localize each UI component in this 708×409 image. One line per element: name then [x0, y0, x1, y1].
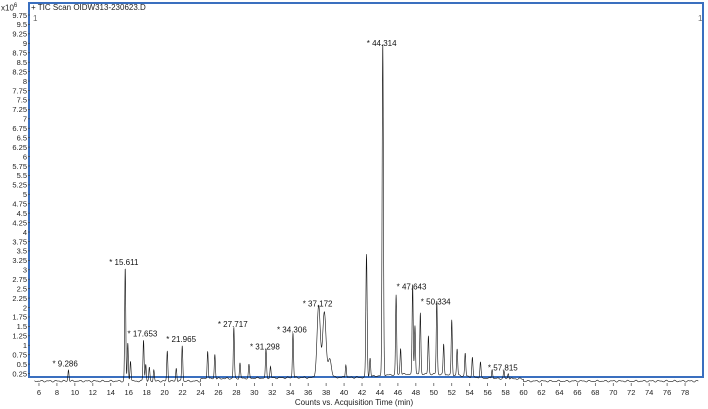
y-tick-label: 5.25 [12, 181, 27, 190]
y-tick-label: 6.25 [12, 143, 27, 152]
x-tick-label: 8 [55, 388, 59, 397]
x-tick-label: 14 [107, 388, 115, 397]
y-tick-label: 0.75 [12, 350, 27, 359]
y-tick-label: 2.25 [12, 294, 27, 303]
y-tick-label: 9.25 [12, 30, 27, 39]
x-tick-label: 48 [412, 388, 420, 397]
peak-label: * 31.298 [250, 343, 280, 352]
y-tick-label: 9 [23, 39, 27, 48]
y-tick-label: 6.75 [12, 124, 27, 133]
y-tick-label: 4.75 [12, 200, 27, 209]
x-tick-label: 70 [609, 388, 617, 397]
chart-title: + TIC Scan OIDW313-230623.D [31, 3, 146, 12]
x-tick-label: 20 [160, 388, 168, 397]
y-tick-label: 8 [23, 77, 27, 86]
y-tick-label: 4.5 [17, 209, 27, 218]
x-tick-label: 22 [178, 388, 186, 397]
peak-label: * 15.611 [109, 258, 139, 267]
y-tick-label: 2.75 [12, 275, 27, 284]
peak-label: * 9.286 [52, 360, 78, 369]
corner-label-left: 1 [33, 14, 38, 23]
peak-label: * 21.965 [166, 335, 196, 344]
peak-label: * 17.653 [128, 329, 158, 338]
y-tick-label: 9.5 [17, 20, 27, 29]
x-tick-label: 58 [501, 388, 509, 397]
y-tick-label: 4 [23, 228, 27, 237]
y-tick-label: 5.75 [12, 162, 27, 171]
y-tick-label: 7 [23, 115, 27, 124]
y-tick-label: 3.75 [12, 237, 27, 246]
y-scale-label: x106 [1, 3, 18, 13]
y-tick-label: 0.25 [12, 369, 27, 378]
x-tick-label: 72 [627, 388, 635, 397]
y-tick-label: 4.25 [12, 218, 27, 227]
x-tick-label: 6 [37, 388, 41, 397]
x-tick-label: 46 [394, 388, 402, 397]
y-tick-label: 1.25 [12, 332, 27, 341]
y-tick-label: 8.75 [12, 49, 27, 58]
y-tick-label: 0.5 [17, 360, 27, 369]
y-tick-label: 8.5 [17, 58, 27, 67]
peak-label: * 47.643 [397, 282, 427, 291]
peak-label: * 34.306 [277, 326, 307, 335]
peak-label: * 27.717 [218, 320, 248, 329]
y-tick-label: 1.5 [17, 322, 27, 331]
x-tick-label: 36 [304, 388, 312, 397]
y-tick-label: 2 [23, 303, 27, 312]
chromatogram-trace [34, 44, 699, 383]
x-tick-label: 42 [358, 388, 366, 397]
y-tick-label: 3 [23, 266, 27, 275]
x-tick-label: 26 [214, 388, 222, 397]
y-tick-label: 6.5 [17, 133, 27, 142]
y-tick-label: 2.5 [17, 284, 27, 293]
y-tick-label: 7.25 [12, 105, 27, 114]
y-tick-label: 5 [23, 190, 27, 199]
y-tick-label: 1.75 [12, 313, 27, 322]
x-tick-label: 64 [555, 388, 563, 397]
x-tick-label: 32 [268, 388, 276, 397]
x-tick-label: 54 [466, 388, 474, 397]
y-tick-label: 3.25 [12, 256, 27, 265]
x-tick-label: 56 [483, 388, 491, 397]
x-tick-label: 40 [340, 388, 348, 397]
x-tick-label: 66 [573, 388, 581, 397]
y-tick-label: 9.75 [12, 11, 27, 20]
y-tick-label: 6 [23, 152, 27, 161]
corner-label-right: 1 [698, 14, 703, 23]
x-tick-label: 24 [196, 388, 204, 397]
x-tick-label: 52 [448, 388, 456, 397]
x-tick-label: 60 [519, 388, 527, 397]
x-tick-label: 18 [142, 388, 150, 397]
x-tick-label: 10 [71, 388, 79, 397]
x-tick-label: 16 [125, 388, 133, 397]
peak-label: * 50.334 [421, 297, 451, 306]
y-tick-label: 7.5 [17, 96, 27, 105]
x-tick-label: 28 [232, 388, 240, 397]
y-tick-label: 3.5 [17, 247, 27, 256]
x-tick-label: 38 [322, 388, 330, 397]
x-tick-label: 78 [681, 388, 689, 397]
x-tick-label: 12 [89, 388, 97, 397]
y-tick-label: 8.25 [12, 67, 27, 76]
x-axis-label: Counts vs. Acquisition Time (min) [294, 398, 414, 407]
y-tick-label: 1 [23, 341, 27, 350]
x-tick-label: 44 [376, 388, 384, 397]
peak-label: * 44.314 [367, 39, 397, 48]
x-tick-label: 30 [250, 388, 258, 397]
x-tick-label: 74 [645, 388, 653, 397]
x-tick-label: 68 [591, 388, 599, 397]
y-tick-label: 5.5 [17, 171, 27, 180]
x-tick-label: 50 [430, 388, 438, 397]
y-tick-label: 7.75 [12, 86, 27, 95]
x-tick-label: 34 [286, 388, 294, 397]
x-tick-label: 62 [537, 388, 545, 397]
x-tick-label: 76 [663, 388, 671, 397]
peak-label: * 57.815 [488, 363, 518, 372]
peak-label: * 37.172 [303, 299, 333, 308]
